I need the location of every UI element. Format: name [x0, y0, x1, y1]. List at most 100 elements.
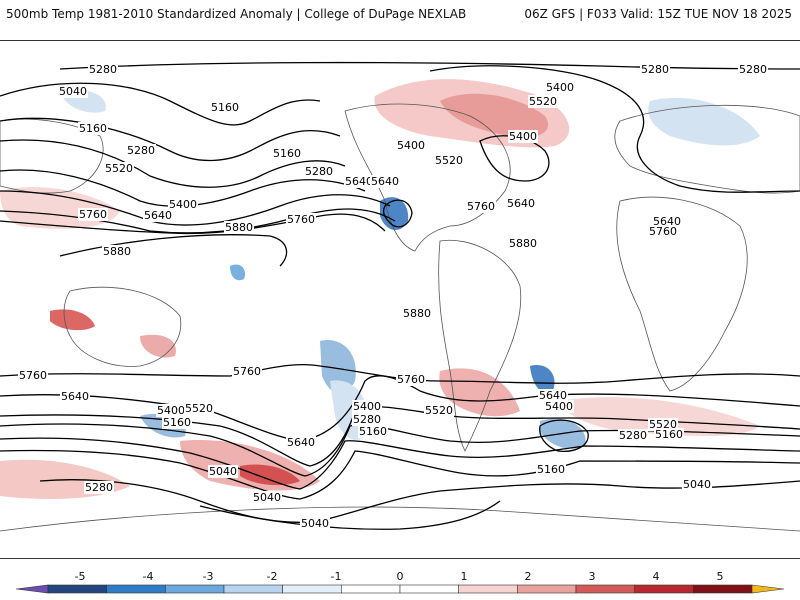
legend-tick: -3	[202, 570, 214, 583]
contour-label: 5040	[682, 478, 712, 491]
contour-5160-north	[0, 117, 341, 162]
contour-label: 5640	[506, 197, 536, 210]
contour-label: 5640	[370, 175, 400, 188]
contour-label: 5280	[640, 63, 670, 76]
cool-anomaly-central-pacific	[320, 340, 356, 394]
contour-label: 5400	[352, 400, 382, 413]
colorbar-bin	[634, 584, 694, 594]
contour-label: 5400	[545, 81, 575, 94]
colorbar-bin	[223, 584, 283, 594]
contour-label: 5640	[344, 175, 374, 188]
contour-label: 5760	[232, 365, 262, 378]
contour-label: 5040	[208, 465, 238, 478]
legend-tick: 4	[652, 570, 660, 583]
colorbar-legend: -5 -4 -3 -2 -1 0 1 2 3 4 5	[0, 570, 800, 600]
colorbar-bin	[282, 584, 342, 594]
contour-label: 5520	[434, 154, 464, 167]
model-valid-time: 06Z GFS | F033 Valid: 15Z TUE NOV 18 202…	[524, 7, 792, 21]
colorbar-overflow	[751, 584, 785, 594]
contour-label: 5760	[78, 208, 108, 221]
contour-label: 5160	[654, 428, 684, 441]
antarctica-outline	[0, 506, 800, 532]
contour-label: 5880	[402, 307, 432, 320]
contour-label: 5520	[184, 402, 214, 415]
contour-label: 5280	[88, 63, 118, 76]
contour-label: 5760	[286, 213, 316, 226]
contour-label: 5760	[396, 373, 426, 386]
cool-anomaly-east-pacific-low	[380, 197, 409, 231]
warm-anomaly-south-atlantic	[439, 368, 520, 417]
legend-tick: -2	[266, 570, 278, 583]
anomaly-map: 5280 5040 5160 5160 5280 5520 5400 5160 …	[0, 40, 800, 559]
contour-label: 5640	[652, 215, 682, 228]
cool-anomaly-south-america	[530, 365, 555, 394]
contour-pacific-cutoff	[383, 199, 413, 228]
contour-label: 5160	[536, 463, 566, 476]
land-outlines	[0, 103, 800, 532]
legend-tick: -1	[330, 570, 342, 583]
contour-5280-top	[59, 61, 800, 70]
contour-label: 5520	[648, 418, 678, 431]
colorbar-bin	[165, 584, 225, 594]
contour-label: 5880	[224, 221, 254, 234]
legend-tick: 1	[460, 570, 468, 583]
north-america-outline	[344, 103, 511, 252]
contour-label: 5160	[78, 122, 108, 135]
contour-label: 5160	[272, 147, 302, 160]
contour-label: 5280	[352, 413, 382, 426]
contour-5280-south	[0, 437, 800, 490]
contour-label: 5400	[508, 130, 538, 143]
contour-label: 5160	[210, 101, 240, 114]
contour-label: 5040	[300, 517, 330, 530]
contour-label: 5640	[60, 390, 90, 403]
contour-label: 5640	[538, 389, 568, 402]
contour-5040-north	[0, 82, 321, 126]
colorbar-bin	[575, 584, 635, 594]
warm-anomaly-south-pacific-strong	[240, 464, 300, 486]
legend-tick: 5	[716, 570, 724, 583]
contour-label: 5400	[544, 400, 574, 413]
contour-label: 5160	[358, 425, 388, 438]
contour-label: 5520	[104, 162, 134, 175]
contour-atlantic-ridge	[429, 65, 800, 193]
colorbar-underflow	[15, 584, 49, 594]
cool-anomaly-europe	[648, 97, 760, 146]
colorbar-bin	[106, 584, 166, 594]
africa-outline	[616, 196, 748, 392]
contour-5160-south	[0, 449, 800, 500]
contour-label: 5280	[738, 63, 768, 76]
map-canvas	[0, 61, 800, 532]
contour-label: 5280	[126, 144, 156, 157]
legend-tick: 3	[588, 570, 596, 583]
contour-label: 5040	[58, 85, 88, 98]
contour-label: 5760	[18, 369, 48, 382]
warm-anomaly-greenland	[440, 93, 549, 138]
contour-label: 5160	[162, 416, 192, 429]
colorbar	[15, 584, 785, 594]
contour-label: 5880	[508, 237, 538, 250]
contour-label: 5400	[168, 198, 198, 211]
contour-5040-antarctic	[199, 500, 501, 530]
colorbar-bin	[458, 584, 518, 594]
contour-label: 5760	[648, 225, 678, 238]
title-bar: 500mb Temp 1981-2010 Standardized Anomal…	[0, 0, 800, 30]
contour-5520-north	[0, 190, 391, 226]
south-america-outline	[438, 239, 522, 452]
contour-5880-north	[59, 234, 288, 267]
contour-5280-north	[0, 139, 346, 188]
contour-label: 5280	[618, 429, 648, 442]
contour-5040-south	[39, 479, 800, 523]
warm-anomaly-australia	[140, 334, 176, 358]
colorbar-bin	[693, 584, 753, 594]
contour-label: 5760	[466, 200, 496, 213]
contour-label: 5640	[286, 436, 316, 449]
contour-south-atlantic-low	[539, 419, 589, 452]
colorbar-bin	[517, 584, 577, 594]
australia-outline	[63, 286, 182, 367]
warm-anomaly-southern-ocean	[560, 397, 760, 436]
contour-label: 5280	[304, 165, 334, 178]
europe-asia-outline	[614, 104, 800, 194]
warm-anomaly-australia-west	[50, 309, 95, 331]
contour-label: 5280	[84, 481, 114, 494]
contour-label: 5400	[396, 139, 426, 152]
